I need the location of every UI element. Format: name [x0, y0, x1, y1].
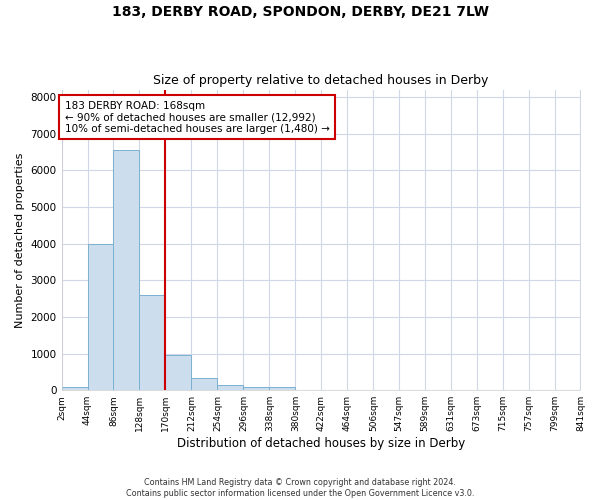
X-axis label: Distribution of detached houses by size in Derby: Distribution of detached houses by size … [177, 437, 465, 450]
Bar [113, 150, 139, 390]
Text: 183 DERBY ROAD: 168sqm
← 90% of detached houses are smaller (12,992)
10% of semi: 183 DERBY ROAD: 168sqm ← 90% of detached… [65, 100, 329, 134]
Bar [191, 378, 217, 390]
Bar [244, 386, 269, 390]
Bar [217, 386, 244, 390]
Y-axis label: Number of detached properties: Number of detached properties [15, 152, 25, 328]
Text: 183, DERBY ROAD, SPONDON, DERBY, DE21 7LW: 183, DERBY ROAD, SPONDON, DERBY, DE21 7L… [112, 5, 488, 19]
Bar [62, 388, 88, 390]
Text: Contains HM Land Registry data © Crown copyright and database right 2024.
Contai: Contains HM Land Registry data © Crown c… [126, 478, 474, 498]
Bar [88, 244, 113, 390]
Bar [139, 295, 166, 390]
Bar [269, 388, 295, 390]
Title: Size of property relative to detached houses in Derby: Size of property relative to detached ho… [154, 74, 489, 87]
Bar [166, 356, 191, 390]
